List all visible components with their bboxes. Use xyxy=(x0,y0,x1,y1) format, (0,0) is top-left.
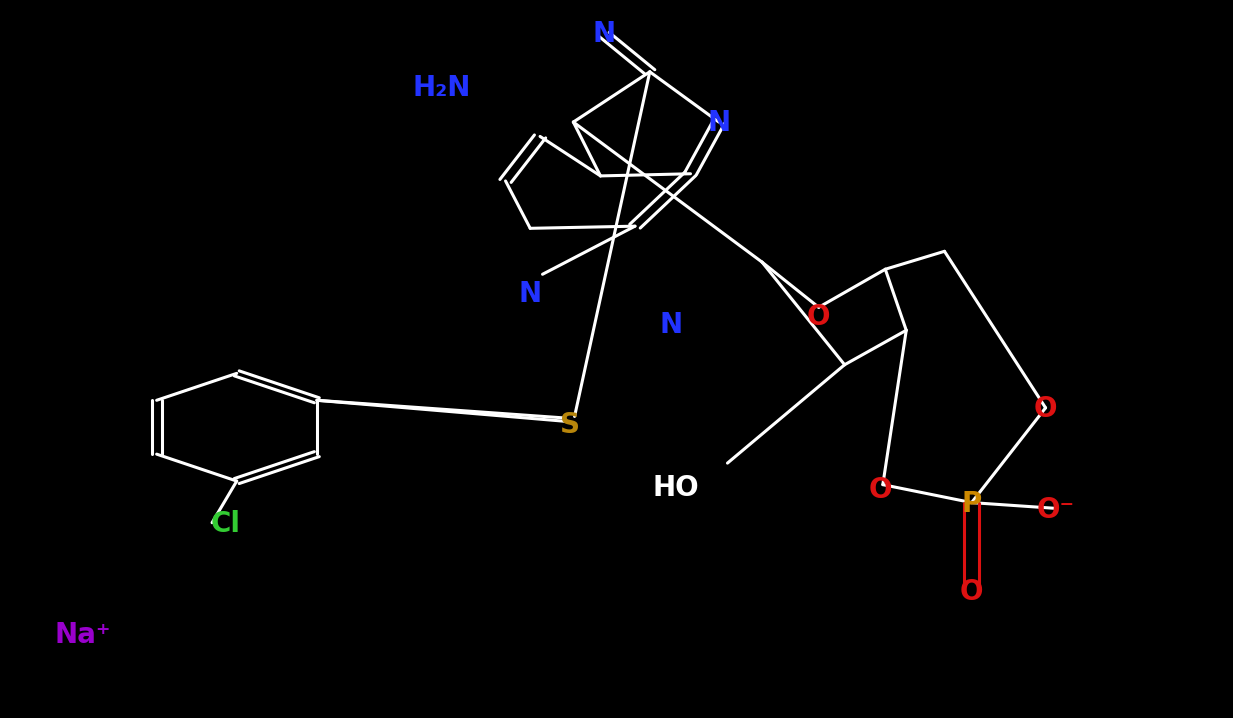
Text: O⁻: O⁻ xyxy=(1037,496,1074,523)
Text: HO: HO xyxy=(652,475,699,502)
Text: O: O xyxy=(959,579,984,606)
Text: O: O xyxy=(1033,396,1058,423)
Text: H₂N: H₂N xyxy=(412,74,471,101)
Text: Na⁺: Na⁺ xyxy=(54,622,111,649)
Text: N: N xyxy=(708,110,730,137)
Text: N: N xyxy=(660,311,682,338)
Text: N: N xyxy=(593,21,615,48)
Text: S: S xyxy=(560,411,580,439)
Text: O: O xyxy=(806,304,831,331)
Text: O: O xyxy=(868,476,893,503)
Text: N: N xyxy=(519,281,541,308)
Text: Cl: Cl xyxy=(211,510,240,538)
Text: P: P xyxy=(962,490,981,518)
